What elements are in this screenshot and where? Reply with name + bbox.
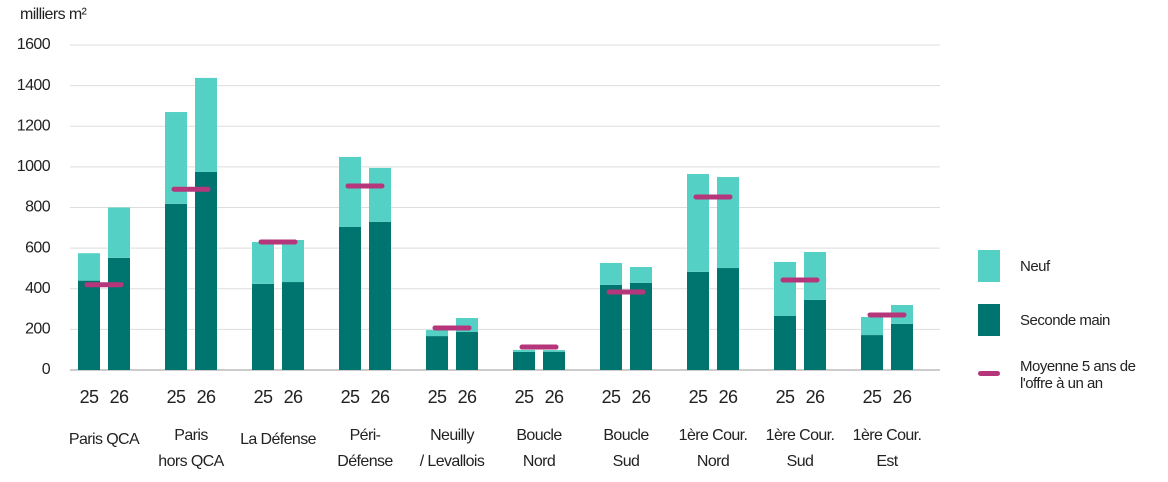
bar-label: 25 — [776, 387, 795, 407]
bar-label: 26 — [284, 387, 303, 407]
legend-item: Moyenne 5 ans de l'offre à un an — [978, 358, 1158, 392]
bar-label: 26 — [806, 387, 825, 407]
bar-label: 25 — [167, 387, 186, 407]
y-tick-label: 600 — [25, 239, 51, 256]
bar-segment — [774, 315, 796, 370]
bar-segment — [282, 240, 304, 283]
category-label: Paris — [174, 427, 208, 444]
bar-label: 25 — [863, 387, 882, 407]
legend-label: Seconde main — [1020, 311, 1110, 329]
bar-label: 25 — [602, 387, 621, 407]
category-label: Est — [876, 453, 898, 470]
legend: Neuf Seconde main Moyenne 5 ans de l'offre… — [978, 250, 1158, 414]
legend-item: Neuf — [978, 250, 1158, 282]
bar-label: 26 — [545, 387, 564, 407]
bar-segment — [774, 261, 796, 316]
bar-segment — [108, 207, 130, 258]
bar-label: 25 — [428, 387, 447, 407]
category-label: Boucle — [516, 427, 562, 444]
bar-segment — [78, 253, 100, 281]
category-label: Neuilly — [430, 427, 474, 444]
bar-segment — [165, 203, 187, 370]
bar-label: 26 — [458, 387, 477, 407]
legend-swatch — [978, 371, 1000, 376]
bar-segment — [426, 329, 448, 337]
legend-swatch — [978, 304, 1000, 336]
bar-segment — [369, 221, 391, 370]
bar-label: 26 — [197, 387, 216, 407]
y-tick-label: 400 — [25, 280, 51, 297]
bar-segment — [804, 251, 826, 300]
bar-segment — [891, 323, 913, 370]
bar-segment — [630, 267, 652, 283]
bar-label: 25 — [80, 387, 99, 407]
bar-segment — [339, 227, 361, 370]
bar-label: 26 — [371, 387, 390, 407]
bar-label: 26 — [719, 387, 738, 407]
bar-segment — [687, 173, 709, 272]
bar-segment — [339, 156, 361, 227]
y-tick-label: 800 — [25, 199, 51, 216]
bar-segment — [687, 271, 709, 370]
category-label: 1ère Cour. — [679, 427, 748, 444]
y-tick-label: 200 — [25, 321, 51, 338]
bar-segment — [600, 262, 622, 285]
bar-segment — [78, 280, 100, 370]
legend-swatch — [978, 250, 1000, 282]
bar-label: 26 — [893, 387, 912, 407]
bar-segment — [369, 167, 391, 222]
bar-segment — [252, 283, 274, 370]
y-tick-label: 1200 — [17, 117, 51, 134]
category-label: Péri- — [350, 427, 381, 444]
bar-segment — [630, 282, 652, 370]
category-label: La Défense — [240, 431, 317, 448]
category-label: Boucle — [603, 427, 649, 444]
category-label: Paris QCA — [69, 431, 140, 448]
bar-label: 25 — [515, 387, 534, 407]
category-label: Défense — [337, 453, 393, 470]
bar-segment — [456, 332, 478, 370]
bar-segment — [513, 349, 535, 352]
bar-segment — [717, 177, 739, 269]
bar-label: 26 — [110, 387, 129, 407]
bar-segment — [543, 351, 565, 370]
bar-segment — [108, 257, 130, 370]
bar-segment — [513, 351, 535, 370]
bar-segment — [165, 112, 187, 204]
legend-item: Seconde main — [978, 304, 1158, 336]
bar-segment — [195, 77, 217, 172]
bar-label: 25 — [689, 387, 708, 407]
bar-segment — [195, 171, 217, 370]
y-tick-label: 1400 — [17, 77, 51, 94]
category-label: Sud — [613, 453, 640, 470]
bar-segment — [861, 316, 883, 336]
bar-segment — [600, 284, 622, 370]
bar-segment — [804, 299, 826, 370]
bar-label: 25 — [341, 387, 360, 407]
bar-label: 25 — [254, 387, 273, 407]
legend-label: Neuf — [1020, 257, 1050, 275]
bar-segment — [861, 335, 883, 370]
bar-segment — [252, 242, 274, 284]
y-tick-label: 1000 — [17, 158, 51, 175]
category-label: Sud — [787, 453, 814, 470]
bar-label: 26 — [632, 387, 651, 407]
bar-segment — [426, 336, 448, 370]
legend-label: Moyenne 5 ans de l'offre à un an — [1020, 358, 1136, 392]
category-label: 1ère Cour. — [853, 427, 922, 444]
category-label: 1ère Cour. — [766, 427, 835, 444]
y-axis-label: milliers m² — [20, 6, 88, 23]
category-label: hors QCA — [158, 453, 224, 470]
category-label: Nord — [523, 453, 555, 470]
bar-segment — [543, 350, 565, 352]
bar-segment — [282, 282, 304, 370]
category-label: Nord — [697, 453, 729, 470]
bar-segment — [717, 268, 739, 370]
y-tick-label: 0 — [42, 361, 51, 378]
y-tick-label: 1600 — [17, 36, 51, 53]
category-label: / Levallois — [420, 453, 485, 470]
